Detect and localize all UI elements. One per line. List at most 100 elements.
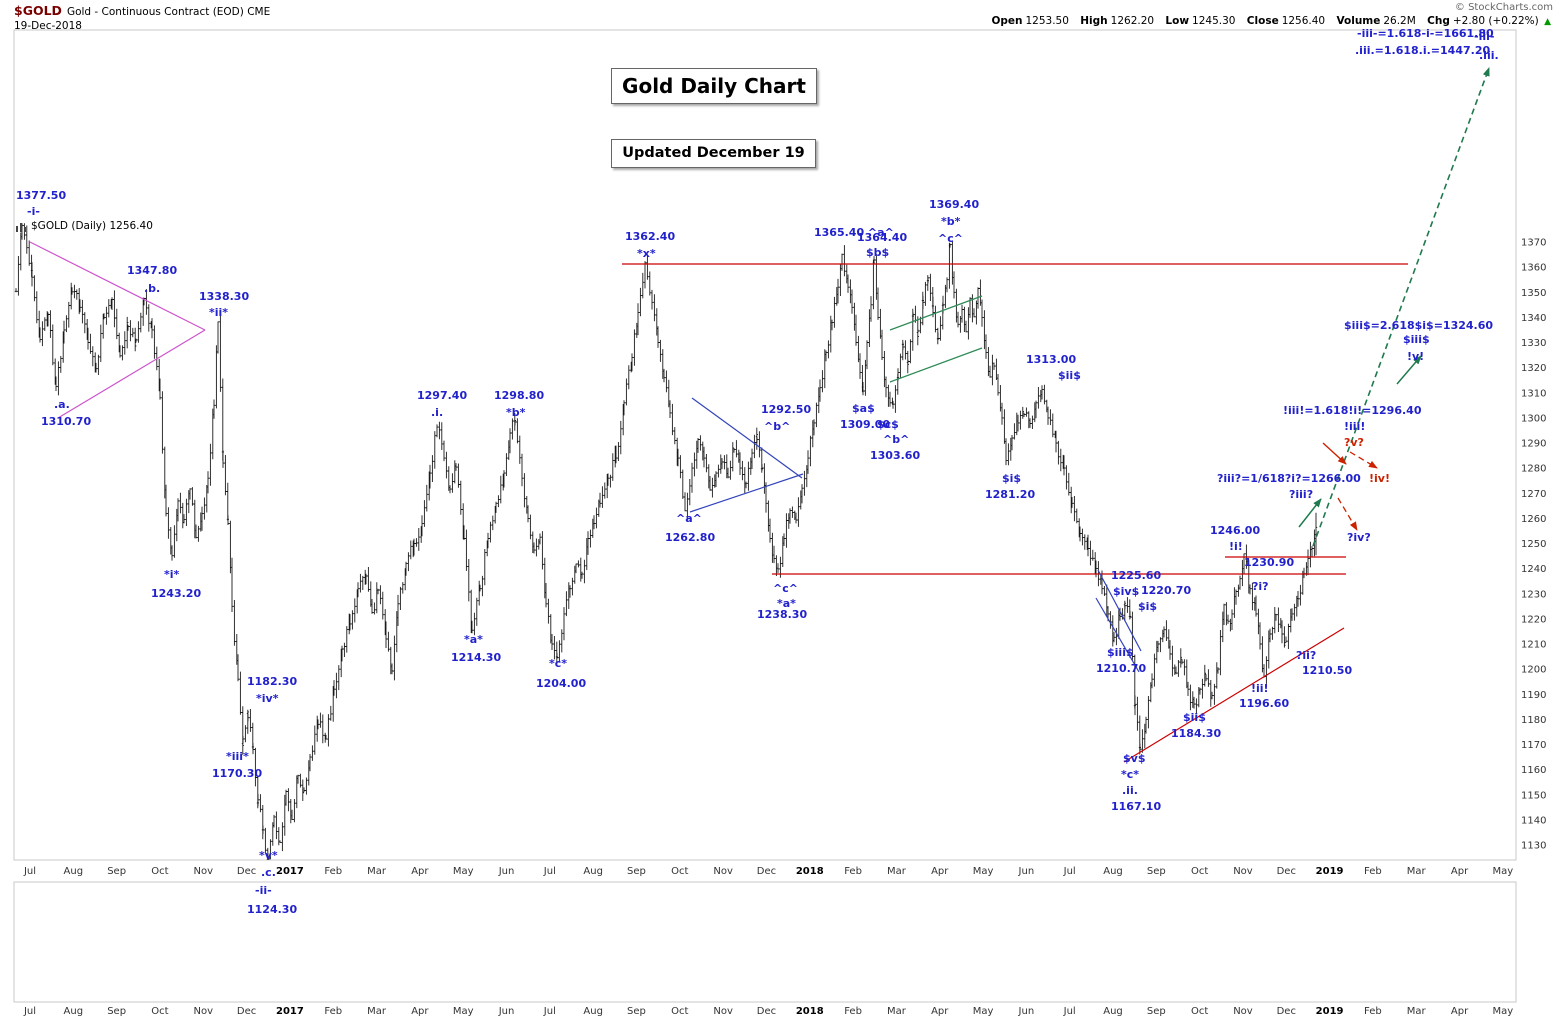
- wave-annotation: 1243.20: [151, 587, 201, 600]
- quote-close-label: Close: [1246, 15, 1279, 27]
- quote-high-label: High: [1080, 15, 1108, 27]
- symbol-description: Gold - Continuous Contract (EOD) CME: [66, 6, 271, 18]
- x-axis-label: Mar: [1407, 866, 1427, 877]
- wave-annotation: $iii$: [1403, 333, 1430, 346]
- green-projection-arrow: [1396, 355, 1422, 385]
- x-axis-label: Jul: [23, 866, 36, 877]
- red-projection-arrow: [1349, 451, 1378, 469]
- x-axis-label: Mar: [1407, 1006, 1427, 1017]
- chart-header: $GOLD Gold - Continuous Contract (EOD) CM…: [14, 3, 270, 32]
- x-axis-label: Jul: [1063, 866, 1076, 877]
- legend-chart-icon: [16, 222, 26, 232]
- y-axis-label: 1260: [1521, 514, 1546, 525]
- trendline-green: [889, 347, 983, 383]
- y-axis-label: 1240: [1521, 564, 1546, 575]
- x-axis-label: Aug: [583, 866, 603, 877]
- wave-annotation: *ii*: [209, 306, 228, 319]
- wave-annotation: 1214.30: [451, 651, 501, 664]
- wave-annotation: .a.: [54, 398, 70, 411]
- wave-annotation: ?iii?: [1289, 488, 1313, 501]
- wave-annotation: ?i?: [1252, 580, 1269, 593]
- wave-annotation: 1225.60: [1111, 569, 1161, 582]
- quote-volume-label: Volume: [1336, 15, 1381, 27]
- y-axis-label: 1250: [1521, 539, 1546, 550]
- quote-volume-value: 26.2M: [1383, 15, 1416, 27]
- wave-annotation: 1377.50: [16, 189, 66, 202]
- trendline-blue: [691, 397, 803, 479]
- wave-annotation: ^c^: [938, 232, 963, 245]
- x-axis-label: Feb: [1364, 1006, 1382, 1017]
- x-axis-label: Oct: [671, 866, 688, 877]
- wave-annotation: .iii.: [1479, 49, 1499, 62]
- wave-annotation: 1184.30: [1171, 727, 1221, 740]
- wave-annotation: 1309.00: [840, 418, 890, 431]
- x-axis-label: Feb: [844, 866, 862, 877]
- x-axis-label: Nov: [713, 1006, 733, 1017]
- quote-low-value: 1245.30: [1192, 15, 1236, 27]
- x-axis-label: Oct: [1191, 1006, 1208, 1017]
- wave-annotation: $ii$: [1183, 711, 1206, 724]
- trendline-blue: [1097, 569, 1142, 652]
- green-projection-arrow: [1312, 67, 1490, 547]
- x-axis-label: Apr: [1451, 866, 1469, 877]
- x-axis-label: Sep: [107, 866, 126, 877]
- wave-annotation: *a*: [777, 597, 796, 610]
- x-axis-label: Aug: [1103, 866, 1123, 877]
- x-axis-label: Apr: [411, 1006, 429, 1017]
- green-projection-arrow: [1298, 498, 1322, 528]
- trendline-blue: [1095, 597, 1140, 673]
- wave-annotation: 1310.70: [41, 415, 91, 428]
- wave-annotation: 1298.80: [494, 389, 544, 402]
- y-axis-label: 1140: [1521, 815, 1546, 826]
- change-up-icon: ▲: [1544, 17, 1551, 27]
- x-axis-label: Sep: [1147, 1006, 1166, 1017]
- y-axis-label: 1180: [1521, 715, 1546, 726]
- x-axis-label: May: [1493, 1006, 1514, 1017]
- x-axis-label: Apr: [411, 866, 429, 877]
- x-axis-label: 2019: [1316, 1006, 1344, 1017]
- wave-annotation: -i-: [27, 205, 40, 218]
- wave-annotation: !ii!: [1251, 682, 1269, 695]
- main-pane-border: [13, 29, 1517, 861]
- quote-chg-value: +2.80 (+0.22%): [1452, 15, 1539, 27]
- x-axis-label: Jul: [1063, 1006, 1076, 1017]
- x-axis-label: Nov: [1233, 1006, 1253, 1017]
- y-axis-label: 1160: [1521, 765, 1546, 776]
- wave-annotation: 1369.40: [929, 198, 979, 211]
- wave-annotation: ?ii?: [1296, 649, 1316, 662]
- x-axis-label: Dec: [237, 1006, 256, 1017]
- trendline-blue: [689, 473, 804, 513]
- y-axis-label: 1370: [1521, 238, 1546, 249]
- wave-annotation: $a$: [852, 402, 875, 415]
- x-axis-label: Feb: [1364, 866, 1382, 877]
- x-axis-label: Feb: [324, 866, 342, 877]
- wave-annotation: 1182.30: [247, 675, 297, 688]
- x-axis-label: Jun: [498, 1006, 515, 1017]
- x-axis-label: Mar: [887, 866, 907, 877]
- x-axis-label: Mar: [887, 1006, 907, 1017]
- wave-annotation: $c$: [877, 418, 899, 431]
- wave-annotation: *x*: [637, 247, 656, 260]
- x-axis-label: 2017: [276, 1006, 304, 1017]
- y-axis-label: 1290: [1521, 439, 1546, 450]
- copyright: © StockCharts.com: [1454, 2, 1553, 13]
- y-axis-label: 1280: [1521, 464, 1546, 475]
- wave-annotation: ?iii?=1/618?i?=1266.00: [1217, 472, 1361, 485]
- wave-annotation: 1364.40: [857, 231, 907, 244]
- wave-annotation: *c*: [1121, 768, 1139, 781]
- x-axis-label: Dec: [757, 1006, 776, 1017]
- x-axis-label: 2019: [1316, 866, 1344, 877]
- wave-annotation: 1124.30: [247, 903, 297, 916]
- trendline-green: [889, 295, 983, 331]
- x-axis-label: May: [973, 866, 994, 877]
- chart-subtitle: Updated December 19: [611, 139, 816, 168]
- wave-annotation: -ii-: [255, 884, 272, 897]
- trendline-pink: [29, 241, 206, 331]
- wave-annotation: 1170.30: [212, 767, 262, 780]
- x-axis-label: Sep: [107, 1006, 126, 1017]
- x-axis-label: Oct: [1191, 866, 1208, 877]
- x-axis-label: Jul: [543, 1006, 556, 1017]
- quote-chg-label: Chg: [1427, 15, 1450, 27]
- y-axis-label: 1220: [1521, 614, 1546, 625]
